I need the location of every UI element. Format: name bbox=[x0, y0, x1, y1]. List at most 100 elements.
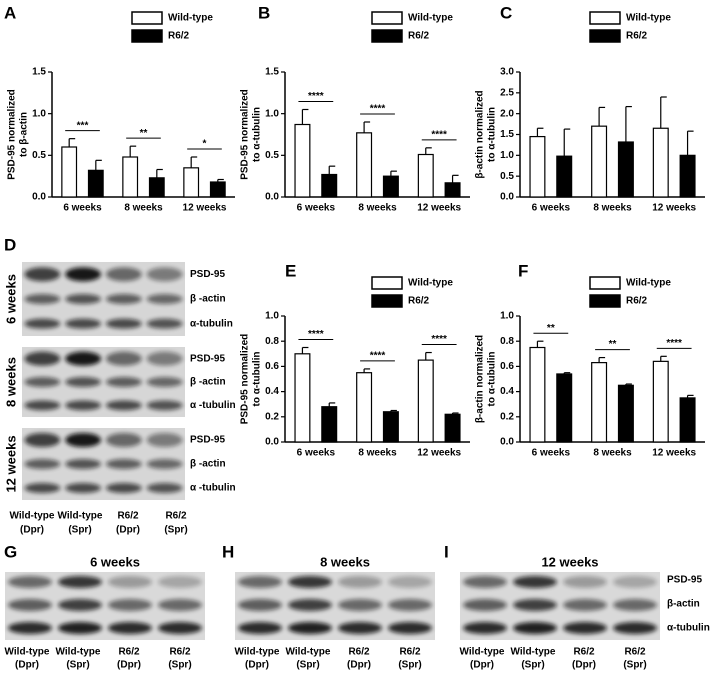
bar bbox=[382, 411, 399, 443]
blot-band bbox=[146, 318, 183, 329]
legend-swatch bbox=[589, 29, 621, 43]
y-tick-label: 1.5 bbox=[265, 67, 279, 78]
blot-band bbox=[338, 576, 382, 588]
panel-letter: C bbox=[500, 3, 512, 22]
y-tick-label: 2.5 bbox=[500, 87, 514, 98]
blot-band bbox=[288, 576, 332, 588]
blot-row-label: β -actin bbox=[190, 459, 226, 470]
blot-band bbox=[24, 433, 61, 447]
lane-label: R6/2 bbox=[573, 647, 595, 658]
panel-letter: A bbox=[4, 3, 16, 22]
bar bbox=[617, 384, 634, 443]
y-tick-label: 1.0 bbox=[265, 108, 279, 119]
y-tick-label: 1.5 bbox=[500, 129, 514, 140]
blot-band bbox=[238, 622, 282, 634]
significance-label: * bbox=[203, 139, 207, 150]
blot-band bbox=[58, 622, 102, 634]
y-tick-label: 0.6 bbox=[500, 361, 514, 372]
blot-row-label: PSD-95 bbox=[667, 575, 702, 586]
panel-letter: B bbox=[258, 3, 270, 22]
lane-label: (Dpr) bbox=[116, 525, 140, 536]
y-tick-label: 0.4 bbox=[265, 386, 279, 397]
legend-swatch bbox=[589, 294, 621, 308]
y-axis-label: β-actin normalized bbox=[475, 90, 486, 178]
blot-row-label: PSD-95 bbox=[190, 353, 225, 364]
blot-band bbox=[105, 433, 142, 447]
legend-swatch bbox=[371, 11, 403, 25]
y-tick-label: 0.0 bbox=[500, 437, 514, 448]
blot-band bbox=[24, 459, 61, 469]
blot-band bbox=[65, 377, 102, 387]
blot-band bbox=[105, 267, 142, 282]
blot-band bbox=[24, 294, 61, 304]
blot-band bbox=[58, 599, 102, 611]
blot-band bbox=[613, 576, 657, 588]
blot-band bbox=[613, 599, 657, 611]
blot-band bbox=[288, 622, 332, 634]
blot-group-label: 12 weeks bbox=[3, 435, 18, 492]
x-tick-label: 12 weeks bbox=[652, 203, 696, 214]
x-tick-label: 6 weeks bbox=[297, 448, 336, 459]
blot-row-label: α-tubulin bbox=[667, 623, 710, 634]
lane-label: R6/2 bbox=[169, 647, 191, 658]
blot-band bbox=[388, 576, 432, 588]
bar bbox=[417, 153, 434, 198]
blot-band bbox=[563, 576, 607, 588]
bar bbox=[529, 346, 546, 443]
y-tick-label: 0.8 bbox=[265, 336, 279, 347]
y-axis-label: to α-tubulin bbox=[487, 107, 498, 162]
y-axis-label: to α-tubulin bbox=[252, 351, 263, 406]
lane-label: Wild-type bbox=[460, 647, 505, 658]
blot-band bbox=[65, 433, 102, 447]
blot-row-label: α-tubulin bbox=[190, 318, 233, 329]
bar bbox=[87, 169, 104, 198]
blot-band bbox=[65, 459, 102, 469]
bar bbox=[417, 359, 434, 443]
legend-label: R6/2 bbox=[408, 31, 430, 42]
y-tick-label: 0.0 bbox=[265, 437, 279, 448]
blot-band bbox=[65, 318, 102, 329]
y-tick-label: 1.0 bbox=[500, 311, 514, 322]
blot-band bbox=[463, 622, 507, 634]
legend-label: R6/2 bbox=[626, 31, 648, 42]
legend-swatch bbox=[131, 11, 163, 25]
blot-band bbox=[146, 351, 183, 366]
lane-label: R6/2 bbox=[348, 647, 370, 658]
x-tick-label: 12 weeks bbox=[652, 448, 696, 459]
x-tick-label: 6 weeks bbox=[532, 448, 571, 459]
blot-band bbox=[338, 622, 382, 634]
legend-swatch bbox=[371, 294, 403, 308]
blot-band bbox=[108, 622, 152, 634]
blot-band bbox=[24, 318, 61, 329]
significance-label: **** bbox=[431, 129, 447, 140]
lane-label: R6/2 bbox=[165, 511, 187, 522]
blot-band bbox=[338, 599, 382, 611]
lane-label: R6/2 bbox=[399, 647, 421, 658]
blot-band bbox=[108, 576, 152, 588]
y-axis-label: PSD-95 normalized bbox=[240, 334, 251, 425]
y-tick-label: 0.0 bbox=[500, 192, 514, 203]
lane-label: R6/2 bbox=[117, 511, 139, 522]
x-tick-label: 6 weeks bbox=[297, 203, 336, 214]
blot-band bbox=[8, 622, 52, 634]
bar bbox=[556, 373, 573, 443]
blot-band bbox=[238, 576, 282, 588]
panel-letter: E bbox=[285, 261, 296, 280]
lane-label: (Spr) bbox=[68, 525, 91, 536]
bar bbox=[652, 127, 669, 198]
blot-row-label: PSD-95 bbox=[190, 435, 225, 446]
blot-band bbox=[65, 400, 102, 411]
blot-band bbox=[238, 599, 282, 611]
x-tick-label: 6 weeks bbox=[532, 203, 571, 214]
blot-band bbox=[65, 267, 102, 282]
bar bbox=[122, 156, 139, 198]
y-axis-label: to β-actin bbox=[19, 112, 30, 157]
blot-band bbox=[146, 294, 183, 304]
blot-band bbox=[513, 622, 557, 634]
y-tick-label: 0.5 bbox=[500, 171, 514, 182]
blot-band bbox=[613, 622, 657, 634]
panel-letter: D bbox=[4, 235, 16, 254]
blot-band bbox=[158, 599, 202, 611]
blot-band bbox=[105, 351, 142, 366]
panel-letter: H bbox=[222, 542, 234, 561]
